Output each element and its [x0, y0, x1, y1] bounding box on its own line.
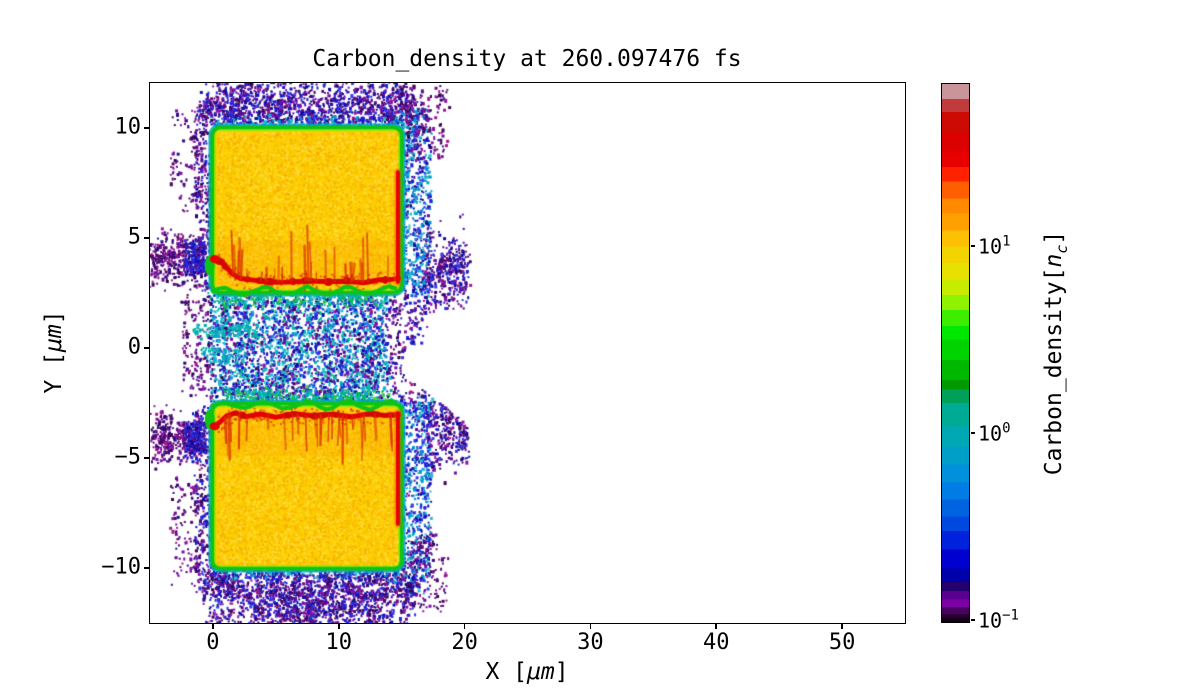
colorbar-tick-mark [971, 245, 975, 247]
y-tick-mark [144, 237, 149, 239]
x-tick-mark [589, 624, 592, 629]
colorbar [941, 83, 970, 623]
x-tick-label: 0 [206, 630, 220, 655]
x-tick-label: 50 [828, 630, 856, 655]
y-axis-label-unit: μm [41, 324, 67, 353]
y-tick-label: 5 [127, 224, 141, 250]
colorbar-tick-label: 10−1 [978, 607, 1019, 633]
colorbar-label-pre: Carbon_density[ [1041, 267, 1068, 476]
y-tick-mark [144, 567, 149, 569]
colorbar-label-sub: c [1052, 244, 1071, 254]
y-tick-mark [144, 127, 149, 129]
x-axis-label: X [μm] [485, 659, 568, 685]
x-axis-label-post: ] [554, 659, 569, 685]
y-tick-label: 0 [127, 334, 141, 360]
colorbar-label-post: ] [1041, 230, 1068, 245]
colorbar-label-var: n [1041, 253, 1068, 268]
y-tick-label: 10 [114, 114, 142, 140]
x-tick-mark [463, 624, 466, 629]
colorbar-tick-label: 101 [978, 233, 1011, 259]
y-axis-label-pre: Y [ [41, 352, 67, 394]
x-tick-label: 10 [325, 630, 353, 655]
density-plot-canvas [150, 83, 905, 623]
y-tick-label: −5 [114, 444, 142, 470]
colorbar-tick-mark [971, 432, 975, 434]
x-tick-mark [715, 624, 718, 629]
y-axis-label: Y [μm] [41, 310, 67, 393]
x-tick-mark [212, 624, 214, 629]
colorbar-tick-label: 100 [978, 420, 1011, 446]
x-tick-label: 30 [577, 630, 604, 655]
x-axis-label-pre: X [ [485, 659, 527, 685]
plot-title: Carbon_density at 260.097476 fs [312, 46, 742, 72]
x-tick-mark [337, 624, 340, 629]
colorbar-label: Carbon_density[nc] [1041, 231, 1071, 475]
colorbar-tick-mark [971, 619, 975, 621]
y-tick-mark [144, 457, 149, 459]
x-tick-mark [841, 624, 843, 629]
y-tick-mark [144, 347, 149, 349]
x-axis-label-unit: μm [526, 659, 555, 685]
y-tick-label: −10 [101, 554, 141, 580]
x-tick-label: 20 [451, 630, 478, 655]
x-tick-label: 40 [703, 630, 730, 655]
y-axis-label-post: ] [41, 310, 67, 325]
